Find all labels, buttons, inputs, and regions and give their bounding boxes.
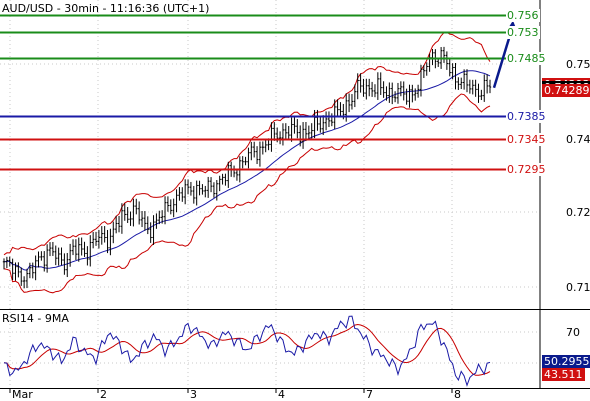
y-tick-0.72: 0.72 [566,205,590,219]
bollinger-bands [3,31,491,294]
x-tick-3: 3 [190,388,197,401]
x-tick-Mar: Mar [12,388,33,401]
rsi-line [3,315,491,387]
rsi-panel [3,315,491,387]
x-tick-2: 2 [100,388,107,401]
y-tick-0.75: 0.75 [566,57,590,71]
level-label-4: 0.7345 [506,133,547,146]
level-lines [0,14,540,171]
level-label-1: 0.753 [506,26,540,39]
chart-title: AUD/USD - 30min - 11:16:36 (UTC+1) [2,2,210,15]
level-label-0: 0.756 [506,9,540,22]
level-label-5: 0.7295 [506,163,547,176]
rsi-tick-70: 70 [566,325,580,339]
lower-band-line [3,93,491,294]
grid-lines [0,0,540,388]
x-tick-4: 4 [278,388,285,401]
x-tick-7: 7 [366,388,373,401]
y-tick-0.71: 0.71 [566,280,590,294]
y-tick-0.74: 0.74 [566,132,590,146]
candlesticks [2,46,492,289]
rsi-box-0: 50.2955 [542,354,590,368]
rsi-title: RSI14 - 9MA [2,312,69,325]
upper-band-line [3,31,491,256]
x-tick-8: 8 [454,388,461,401]
level-label-3: 0.7385 [506,110,547,123]
rsi-box-1: 43.511 [542,367,585,381]
level-label-2: 0.7485 [506,52,547,65]
price-box-2: 0.74289 [542,84,590,98]
